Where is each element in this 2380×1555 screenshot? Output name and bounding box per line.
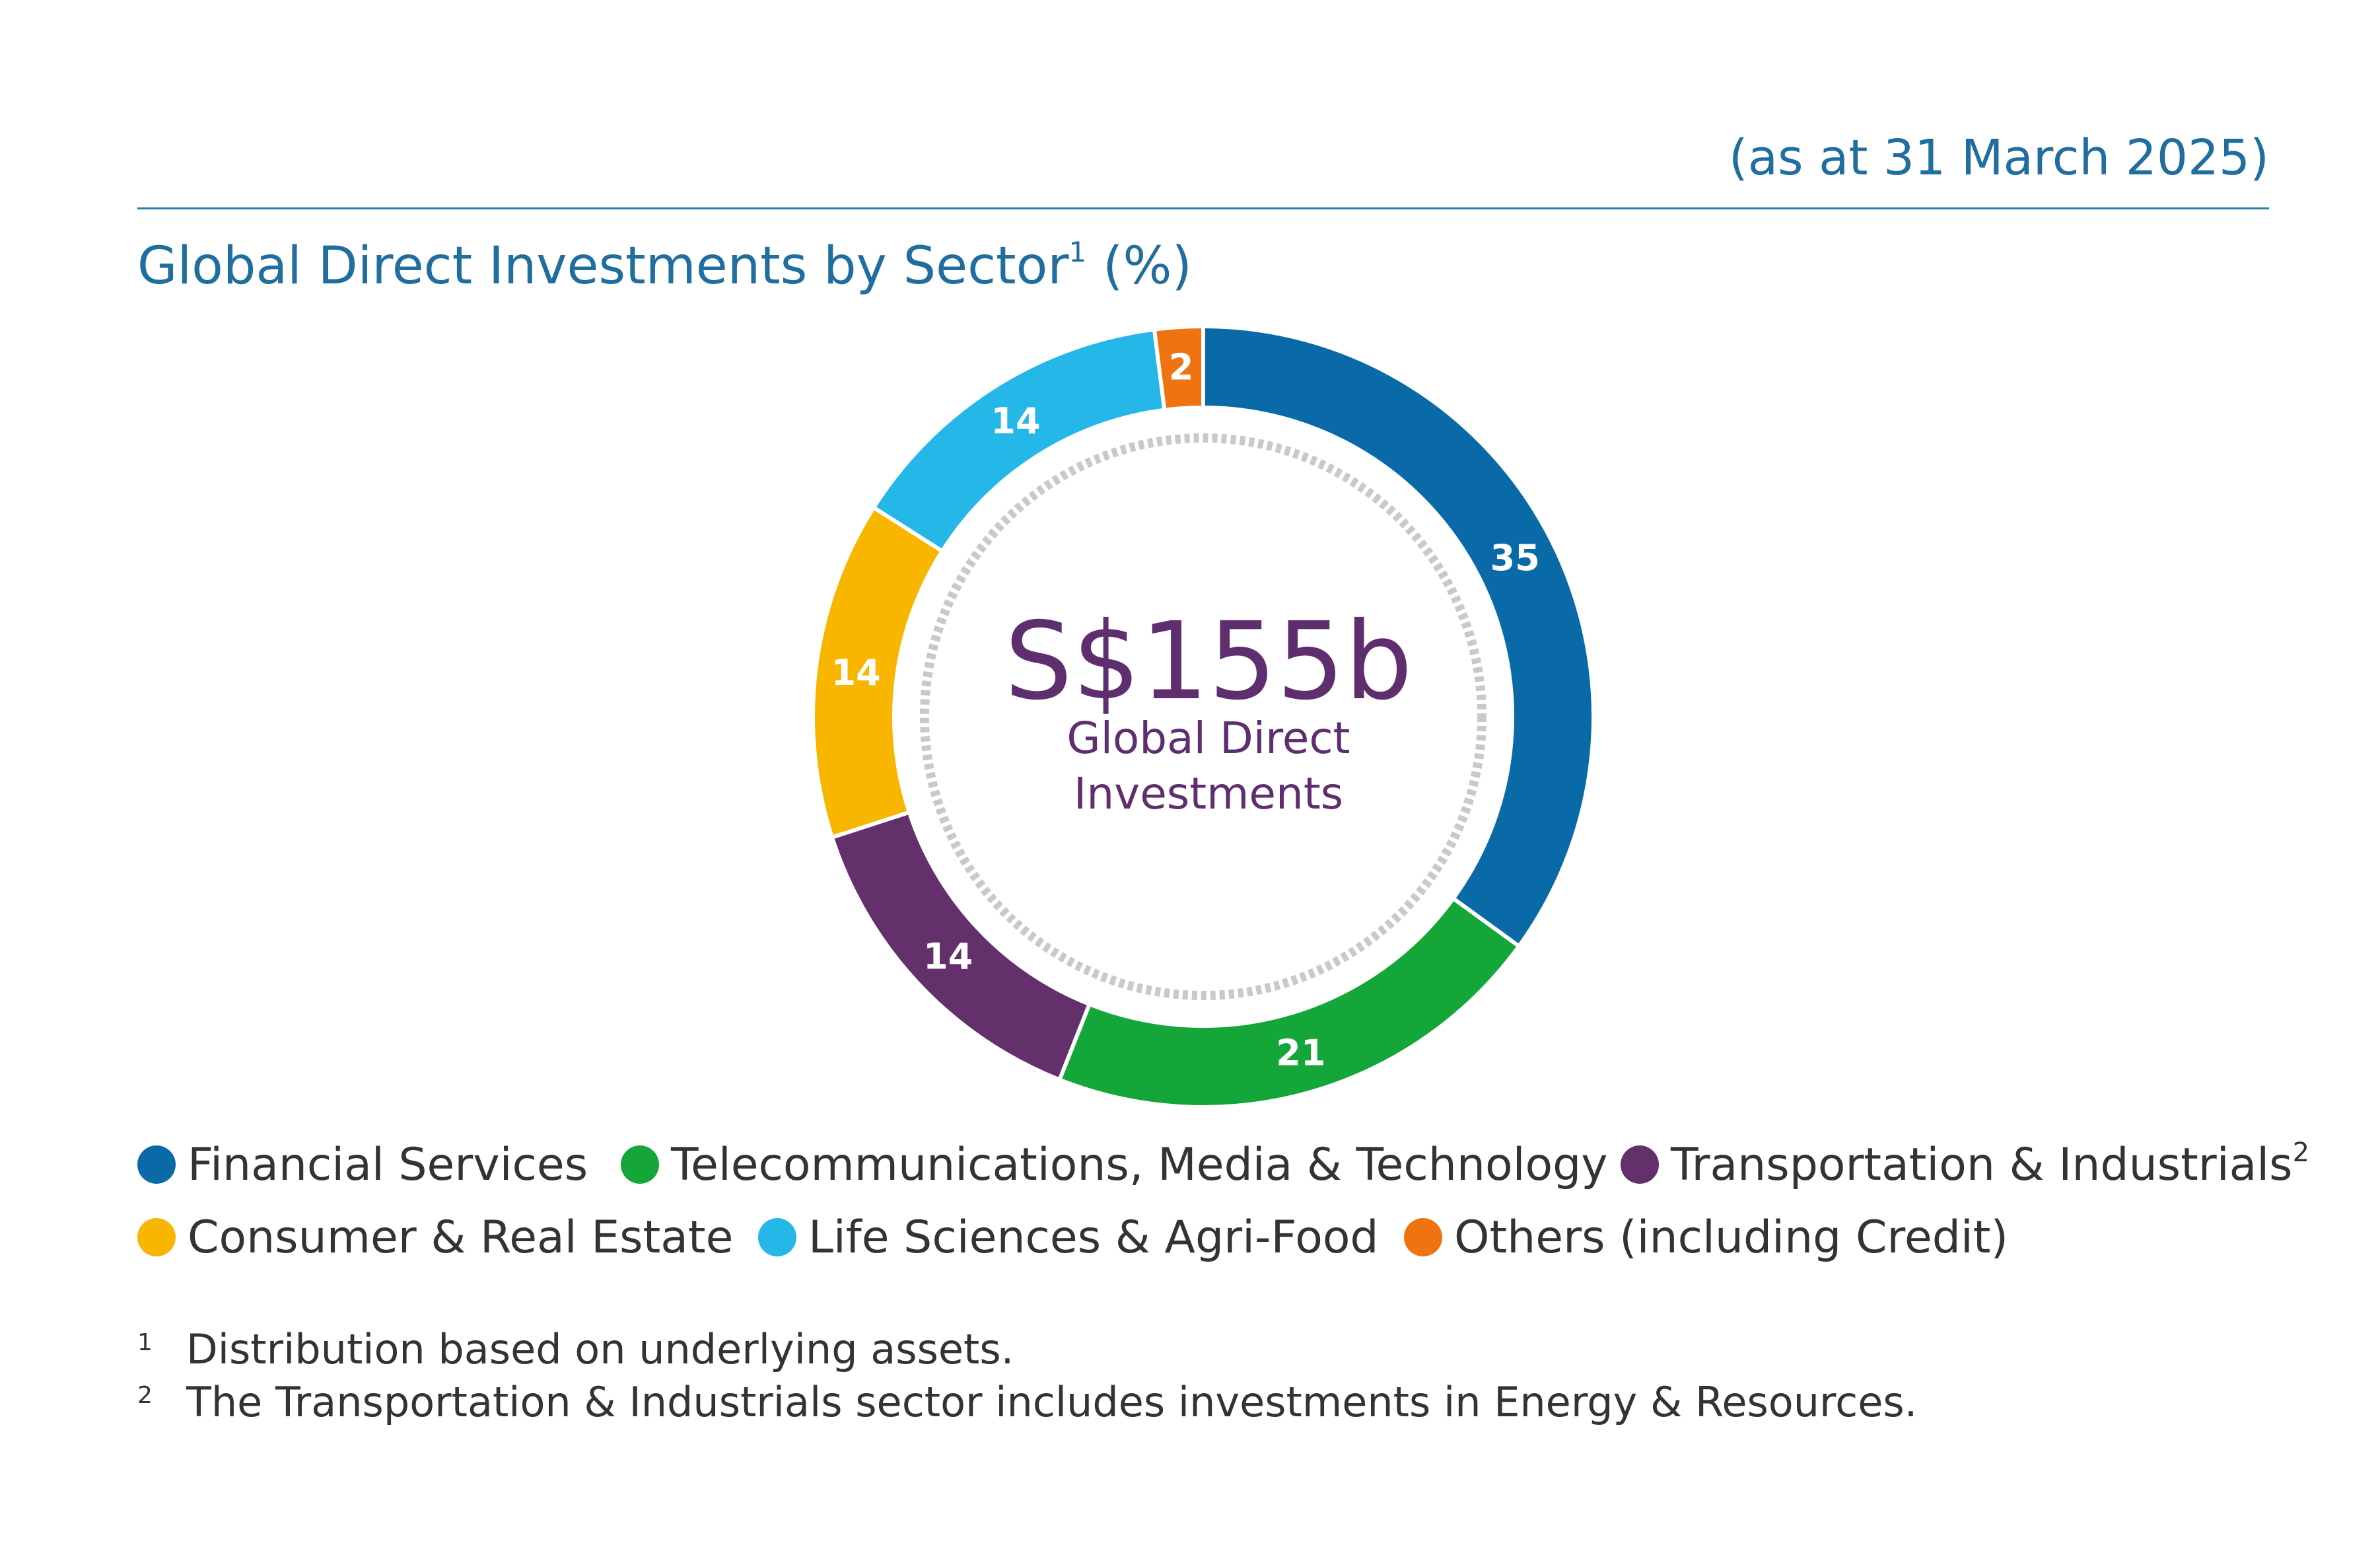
- inner-dotted-ring: [920, 433, 1487, 1000]
- legend-dot-others: [1404, 1218, 1442, 1256]
- legend-item-life-sciences: Life Sciences & Agri-Food: [758, 1208, 1379, 1267]
- donut-slices: [811, 324, 1595, 1109]
- donut-slice-others: [1152, 324, 1205, 413]
- footnote-1-number: 1: [137, 1329, 153, 1356]
- legend-label-life-sciences: Life Sciences & Agri-Food: [808, 1211, 1379, 1264]
- legend-item-tmt: Telecommunications, Media & Technology: [621, 1135, 1607, 1194]
- footnote-1-text: Distribution based on underlying assets.: [186, 1325, 1014, 1373]
- donut-slice-label-life-sciences: 14: [991, 400, 1040, 442]
- legend-dot-consumer: [137, 1218, 176, 1256]
- donut-slice-financial-services: [1201, 324, 1595, 949]
- as-at-date: (as at 31 March 2025): [1728, 129, 2269, 186]
- legend-label-financial-services: Financial Services: [188, 1138, 588, 1191]
- center-total-value: S$155b: [1004, 600, 1413, 724]
- footnote-2-text: The Transportation & Industrials sector …: [186, 1378, 1918, 1426]
- chart-title: Global Direct Investments by Sector1 (%): [137, 236, 1192, 296]
- donut-slice-label-tmt: 21: [1276, 1032, 1325, 1073]
- legend-item-consumer: Consumer & Real Estate: [137, 1208, 733, 1267]
- center-total-label: Global Direct Investments: [911, 711, 1506, 822]
- legend-label-tmt: Telecommunications, Media & Technology: [671, 1138, 1608, 1191]
- donut-slice-label-financial-services: 35: [1490, 537, 1540, 579]
- chart-title-footnote-mark: 1: [1068, 236, 1087, 268]
- legend-item-others: Others (including Credit): [1404, 1208, 2008, 1267]
- donut-slice-label-transportation: 14: [923, 935, 973, 977]
- legend-transportation-footnote-mark: 2: [2292, 1137, 2310, 1168]
- donut-slice-label-others: 2: [1169, 347, 1194, 388]
- legend-dot-life-sciences: [758, 1218, 796, 1256]
- legend-label-transportation: Transportation & Industrials2: [1671, 1137, 2310, 1191]
- header-divider: [137, 207, 2269, 209]
- donut-slice-labels: 35 21 14 14 14 2: [831, 347, 1540, 1074]
- legend-label-others: Others (including Credit): [1454, 1211, 2008, 1264]
- legend-dot-financial-services: [137, 1145, 176, 1184]
- donut-slice-label-consumer: 14: [831, 652, 881, 694]
- legend-item-transportation: Transportation & Industrials2: [1621, 1135, 2309, 1194]
- legend-label-transportation-text: Transportation & Industrials: [1671, 1138, 2293, 1191]
- chart-title-text: Global Direct Investments by Sector: [137, 236, 1069, 296]
- footnote-2-number: 2: [137, 1382, 153, 1409]
- legend-item-financial-services: Financial Services: [137, 1135, 588, 1194]
- legend-dot-tmt: [621, 1145, 659, 1184]
- center-label-line2: Investments: [1073, 768, 1344, 819]
- donut-slice-tmt: [1057, 895, 1522, 1109]
- legend-dot-transportation: [1621, 1145, 1659, 1184]
- chart-title-unit: (%): [1102, 236, 1192, 296]
- legend-label-consumer: Consumer & Real Estate: [188, 1211, 734, 1264]
- center-label-line1: Global Direct: [1067, 713, 1350, 764]
